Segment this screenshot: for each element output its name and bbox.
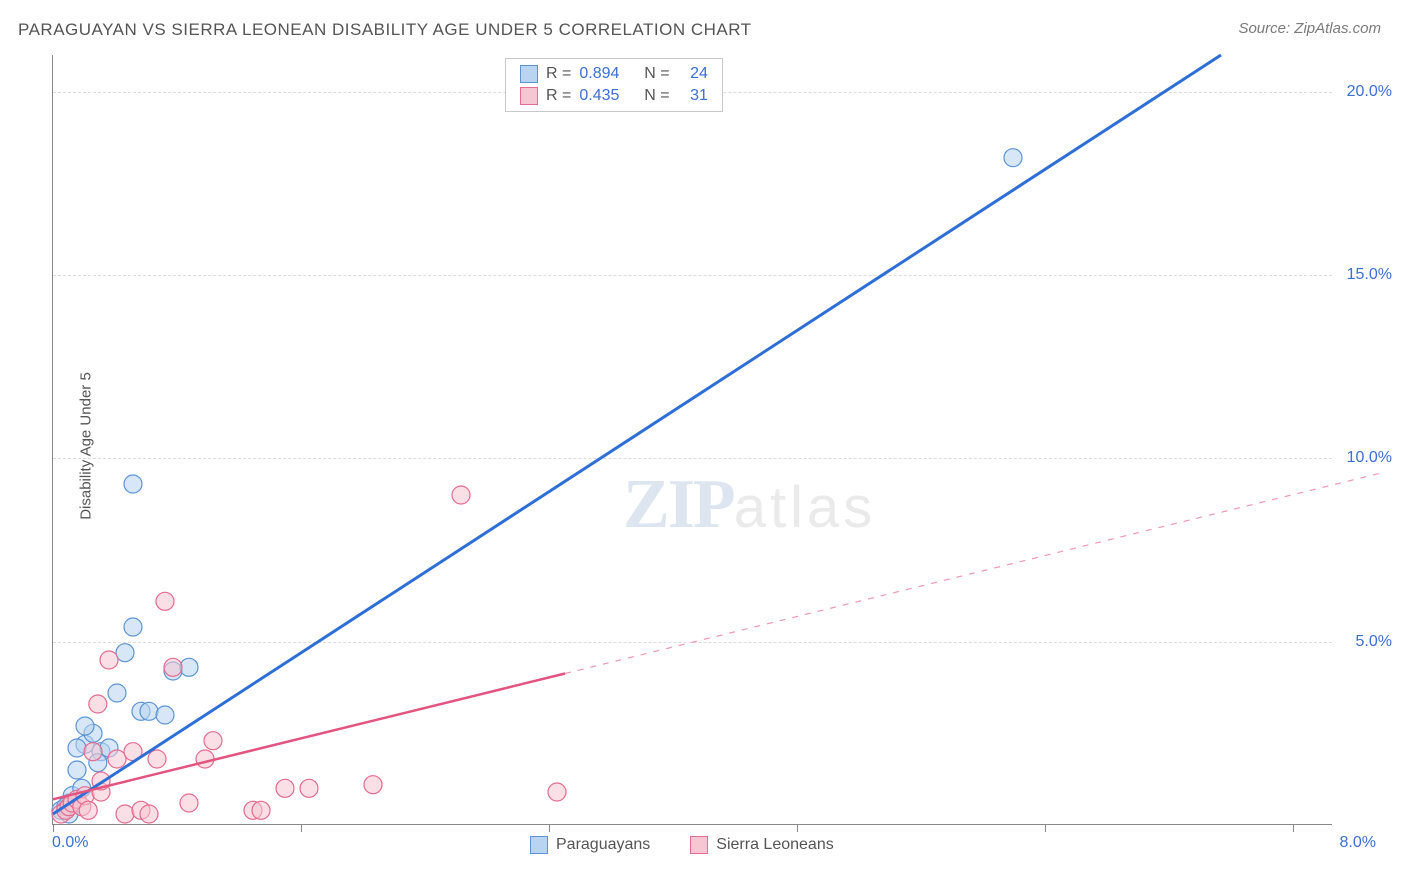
scatter-point xyxy=(76,717,94,735)
legend-label: Paraguayans xyxy=(556,836,650,854)
chart-title: PARAGUAYAN VS SIERRA LEONEAN DISABILITY … xyxy=(18,20,752,40)
legend-swatch-blue xyxy=(530,836,548,854)
source-attribution: Source: ZipAtlas.com xyxy=(1238,20,1381,37)
scatter-point xyxy=(196,750,214,768)
plot-area: ZIPatlas 5.0%10.0%15.0%20.0% xyxy=(52,55,1332,825)
scatter-point xyxy=(452,486,470,504)
x-tick-mark xyxy=(797,824,798,832)
scatter-point xyxy=(156,592,174,610)
scatter-point xyxy=(124,475,142,493)
r-label: R = xyxy=(546,65,571,83)
legend-label: Sierra Leoneans xyxy=(716,836,833,854)
regression-line xyxy=(53,55,1221,814)
scatter-point xyxy=(116,805,134,823)
scatter-point xyxy=(1004,149,1022,167)
legend-stats: R = 0.894 N = 24 R = 0.435 N = 31 xyxy=(505,58,723,112)
scatter-point xyxy=(252,801,270,819)
scatter-point xyxy=(180,658,198,676)
n-label: N = xyxy=(644,65,669,83)
y-tick-label: 5.0% xyxy=(1356,633,1392,651)
scatter-point xyxy=(364,776,382,794)
scatter-point xyxy=(108,750,126,768)
scatter-point xyxy=(100,651,118,669)
scatter-point xyxy=(180,794,198,812)
scatter-point xyxy=(68,739,86,757)
n-value: 24 xyxy=(690,65,708,83)
legend-item: Sierra Leoneans xyxy=(690,836,833,854)
legend-stats-row: R = 0.894 N = 24 xyxy=(520,65,708,83)
scatter-point xyxy=(148,750,166,768)
scatter-point xyxy=(276,779,294,797)
legend-swatch-pink xyxy=(520,87,538,105)
scatter-point xyxy=(84,743,102,761)
y-tick-label: 15.0% xyxy=(1347,266,1392,284)
chart-svg xyxy=(53,55,1332,824)
x-axis-max-label: 8.0% xyxy=(1340,834,1376,852)
x-tick-mark xyxy=(549,824,550,832)
x-tick-mark xyxy=(301,824,302,832)
scatter-point xyxy=(108,684,126,702)
scatter-point xyxy=(124,618,142,636)
scatter-point xyxy=(548,783,566,801)
y-tick-label: 20.0% xyxy=(1347,83,1392,101)
x-axis-min-label: 0.0% xyxy=(52,834,88,852)
legend-stats-row: R = 0.435 N = 31 xyxy=(520,87,708,105)
scatter-point xyxy=(156,706,174,724)
r-value: 0.894 xyxy=(579,65,619,83)
legend-swatch-blue xyxy=(520,65,538,83)
scatter-point xyxy=(79,801,97,819)
x-tick-mark xyxy=(53,824,54,832)
n-value: 31 xyxy=(690,87,708,105)
scatter-point xyxy=(164,658,182,676)
r-label: R = xyxy=(546,87,571,105)
legend-swatch-pink xyxy=(690,836,708,854)
scatter-point xyxy=(204,732,222,750)
scatter-point xyxy=(140,805,158,823)
scatter-point xyxy=(89,695,107,713)
x-tick-mark xyxy=(1293,824,1294,832)
regression-line-dashed xyxy=(565,473,1381,674)
n-label: N = xyxy=(644,87,669,105)
scatter-point xyxy=(140,702,158,720)
scatter-point xyxy=(116,644,134,662)
x-tick-mark xyxy=(1045,824,1046,832)
chart-container: PARAGUAYAN VS SIERRA LEONEAN DISABILITY … xyxy=(0,0,1406,892)
r-value: 0.435 xyxy=(579,87,619,105)
scatter-point xyxy=(300,779,318,797)
legend-series: Paraguayans Sierra Leoneans xyxy=(530,836,834,854)
legend-item: Paraguayans xyxy=(530,836,650,854)
y-tick-label: 10.0% xyxy=(1347,449,1392,467)
scatter-point xyxy=(68,761,86,779)
